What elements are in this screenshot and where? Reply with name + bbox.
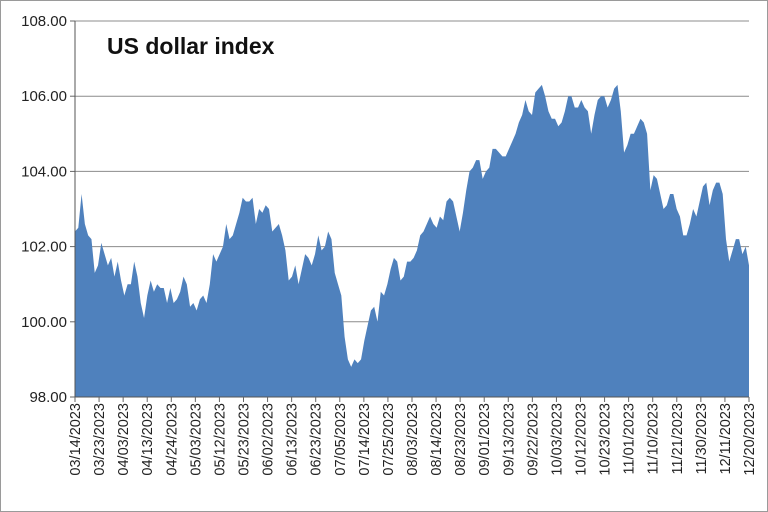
x-tick-label: 12/20/2023: [742, 403, 758, 476]
x-tick-label: 07/25/2023: [381, 403, 397, 476]
x-tick-label: 11/21/2023: [670, 403, 686, 475]
x-tick-label: 07/05/2023: [333, 403, 349, 476]
x-tick-label: 11/10/2023: [646, 403, 662, 475]
x-tick-label: 03/23/2023: [92, 403, 108, 476]
x-tick-label: 06/13/2023: [285, 403, 301, 476]
x-tick-label: 08/03/2023: [405, 403, 421, 476]
x-tick-label: 10/12/2023: [574, 403, 590, 476]
x-tick-label: 09/13/2023: [501, 403, 517, 476]
y-tick-label: 100.00: [21, 314, 67, 331]
x-tick-label: 05/23/2023: [237, 403, 253, 476]
x-tick-label: 06/02/2023: [261, 403, 277, 476]
y-axis-ticks: 98.00 100.00 102.00 104.00 106.00 108.00: [21, 13, 67, 406]
x-tick-label: 03/14/2023: [68, 403, 84, 476]
x-tick-label: 11/30/2023: [694, 403, 710, 475]
y-tick-label: 108.00: [21, 13, 67, 30]
x-tick-label: 08/23/2023: [453, 403, 469, 476]
y-tick-label: 106.00: [21, 88, 67, 105]
x-tick-label: 06/23/2023: [309, 403, 325, 476]
plot-area: [75, 84, 749, 398]
series-area: [75, 84, 749, 398]
x-tick-label: 11/01/2023: [622, 403, 638, 475]
x-tick-label: 07/14/2023: [357, 403, 373, 476]
x-tick-label: 05/03/2023: [188, 403, 204, 476]
x-axis-ticks: 03/14/2023 03/23/2023 04/03/2023 04/13/2023…: [68, 397, 758, 476]
x-tick-label: 10/03/2023: [549, 403, 565, 476]
chart-title: US dollar index: [107, 33, 275, 59]
x-tick-label: 08/14/2023: [429, 403, 445, 476]
y-tick-label: 102.00: [21, 239, 67, 256]
x-tick-label: 04/03/2023: [116, 403, 132, 476]
x-tick-label: 05/12/2023: [212, 403, 228, 476]
x-tick-label: 10/23/2023: [598, 403, 614, 476]
x-tick-label: 04/24/2023: [164, 403, 180, 476]
y-tick-label: 98.00: [29, 389, 67, 406]
x-tick-label: 09/22/2023: [525, 403, 541, 476]
y-tick-label: 104.00: [21, 163, 67, 180]
x-tick-label: 04/13/2023: [140, 403, 156, 476]
x-tick-label: 12/11/2023: [718, 403, 734, 475]
x-tick-label: 09/01/2023: [477, 403, 493, 476]
